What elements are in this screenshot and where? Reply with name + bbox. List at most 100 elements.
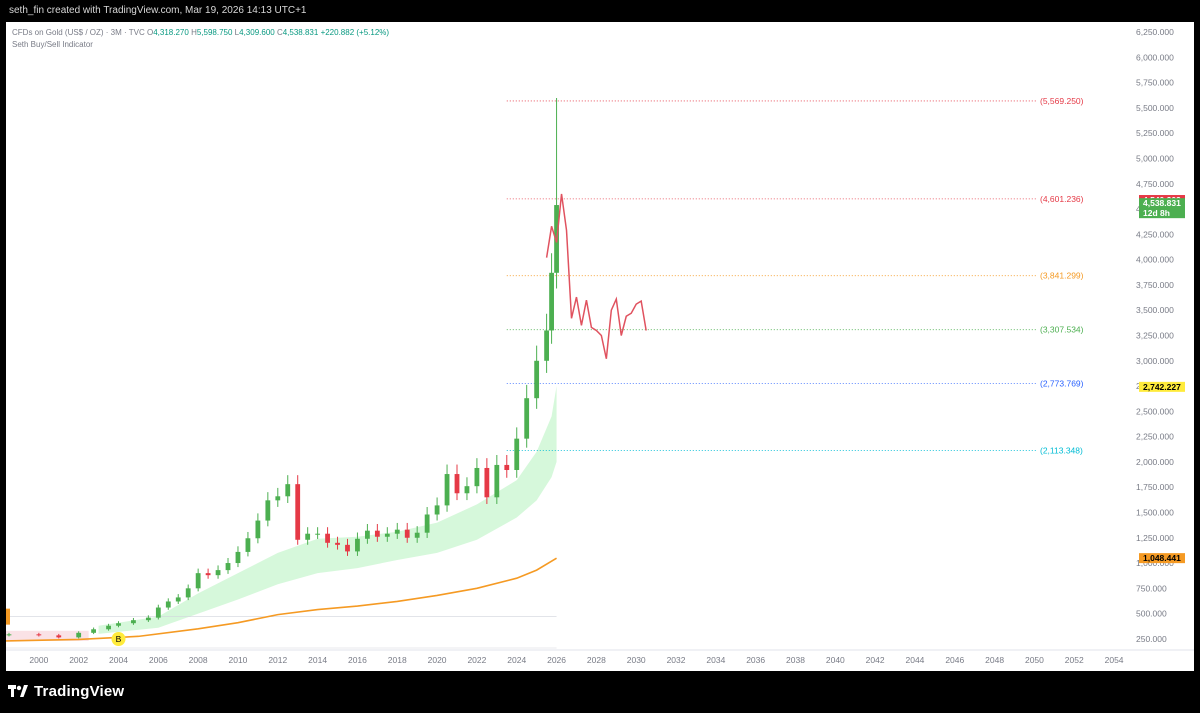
level-label-5: (2,113.348): [1040, 445, 1083, 455]
x-tick-label-24: 2048: [985, 655, 1004, 665]
y-tick-label-23: 6,000.000: [1136, 52, 1174, 62]
candle-body-49: [549, 272, 554, 331]
y-tick-label-16: 4,250.000: [1136, 229, 1174, 239]
level-label-3: (3,307.534): [1040, 325, 1084, 335]
y-tick-label-9: 2,500.000: [1136, 406, 1174, 416]
x-tick-label-19: 2038: [786, 655, 805, 665]
candle-body-28: [345, 544, 350, 552]
x-tick-label-18: 2036: [746, 655, 765, 665]
candle-body-47: [534, 360, 540, 399]
candle-body-6: [116, 623, 121, 626]
close-label: C: [276, 28, 283, 37]
y-tick-label-20: 5,250.000: [1136, 128, 1174, 138]
brand-name: TradingView: [34, 683, 125, 700]
x-tick-label-23: 2046: [945, 655, 964, 665]
x-tick-label-15: 2030: [627, 655, 646, 665]
y-tick-label-13: 3,500.000: [1136, 305, 1174, 315]
candle-body-25: [315, 533, 321, 535]
chart-panel[interactable]: 250.000500.000750.0001,000.0001,250.0001…: [6, 22, 1194, 671]
y-tick-label-18: 4,750.000: [1136, 179, 1174, 189]
high-value: 5,598.750: [196, 28, 233, 37]
buy-signal-label: B: [116, 634, 122, 644]
y-tick-label-8: 2,250.000: [1136, 432, 1174, 442]
candle-body-12: [185, 588, 191, 598]
candle-body-24: [305, 533, 311, 540]
x-tick-label-8: 2016: [348, 655, 367, 665]
candle-body-46: [524, 398, 530, 439]
y-tick-label-0: 250.000: [1136, 634, 1167, 644]
tradingview-brand[interactable]: TradingView: [8, 683, 124, 700]
footer-bar: [0, 671, 1200, 713]
candle-body-9: [155, 607, 161, 618]
candle-body-34: [404, 529, 410, 538]
candle-body-11: [175, 597, 181, 602]
level-label-2: (3,841.299): [1040, 271, 1084, 281]
candle-body-36: [424, 514, 430, 533]
price-chart[interactable]: 250.000500.000750.0001,000.0001,250.0001…: [6, 22, 1194, 671]
low-label: L: [234, 28, 240, 37]
candle-body-43: [494, 464, 500, 498]
x-tick-label-17: 2034: [706, 655, 725, 665]
candle-body-26: [325, 533, 330, 543]
moving-average-line: [6, 557, 557, 642]
x-tick-label-7: 2014: [308, 655, 327, 665]
x-tick-label-1: 2002: [69, 655, 88, 665]
buy-signal-marker: [111, 632, 126, 646]
candle-body-17: [235, 551, 241, 564]
price-badge-label-1: 4,538.831: [1143, 198, 1181, 208]
level-label-0: (5,569.250): [1040, 96, 1084, 106]
candle-body-3: [76, 632, 82, 638]
x-tick-label-20: 2040: [826, 655, 845, 665]
x-tick-label-2: 2004: [109, 655, 128, 665]
left-axis-marker: [6, 608, 10, 625]
x-tick-label-11: 2022: [467, 655, 486, 665]
candle-body-4: [91, 629, 97, 633]
candle-body-18: [245, 538, 251, 552]
candle-body-48: [544, 330, 550, 361]
candle-body-32: [384, 533, 390, 537]
open-label: O: [147, 28, 154, 37]
open-value: 4,318.270: [153, 28, 189, 37]
candle-body-22: [285, 484, 291, 497]
projection-line: [545, 193, 647, 359]
chart-legend: CFDs on Gold (US$ / OZ) · 3M · TVC O4,31…: [12, 27, 389, 51]
y-tick-label-1: 500.000: [1136, 609, 1167, 619]
x-tick-label-6: 2012: [268, 655, 287, 665]
early-band: [6, 630, 89, 641]
x-tick-label-3: 2006: [149, 655, 168, 665]
y-tick-label-7: 2,000.000: [1136, 457, 1174, 467]
x-tick-label-14: 2028: [587, 655, 606, 665]
legend-ohlc-row: CFDs on Gold (US$ / OZ) · 3M · TVC O4,31…: [12, 27, 389, 39]
candle-body-0: [6, 634, 12, 636]
x-tick-label-26: 2052: [1065, 655, 1084, 665]
candle-body-13: [195, 573, 201, 589]
y-tick-label-22: 5,750.000: [1136, 78, 1174, 88]
candle-body-8: [145, 617, 151, 621]
x-tick-label-12: 2024: [507, 655, 526, 665]
price-badge-3: [1139, 553, 1185, 564]
high-label: H: [191, 28, 197, 37]
x-tick-label-22: 2044: [906, 655, 925, 665]
y-tick-label-15: 4,000.000: [1136, 255, 1174, 265]
candle-body-39: [454, 474, 460, 494]
candle-body-29: [355, 538, 360, 552]
x-tick-label-25: 2050: [1025, 655, 1044, 665]
y-tick-label-14: 3,750.000: [1136, 280, 1174, 290]
candle-body-5: [106, 625, 111, 630]
x-tick-label-27: 2054: [1105, 655, 1124, 665]
indicator-label[interactable]: Seth Buy/Sell Indicator: [12, 40, 93, 49]
candle-body-40: [464, 486, 470, 494]
x-tick-label-5: 2010: [229, 655, 248, 665]
candle-body-23: [295, 484, 301, 540]
candle-body-14: [205, 573, 211, 576]
level-label-4: (2,773.769): [1040, 379, 1084, 389]
symbol-label[interactable]: CFDs on Gold (US$ / OZ) · 3M · TVC: [12, 28, 145, 37]
candle-body-45: [514, 438, 520, 471]
price-badge-label-3: 1,048.441: [1143, 553, 1181, 563]
y-tick-label-2: 750.000: [1136, 583, 1167, 593]
y-tick-label-12: 3,250.000: [1136, 331, 1174, 341]
x-tick-label-21: 2042: [866, 655, 885, 665]
change-value: +220.882 (+5.12%): [320, 28, 390, 37]
chart-header: seth_fin created with TradingView.com, M…: [0, 0, 1200, 22]
tradingview-logo-icon: [8, 684, 28, 697]
